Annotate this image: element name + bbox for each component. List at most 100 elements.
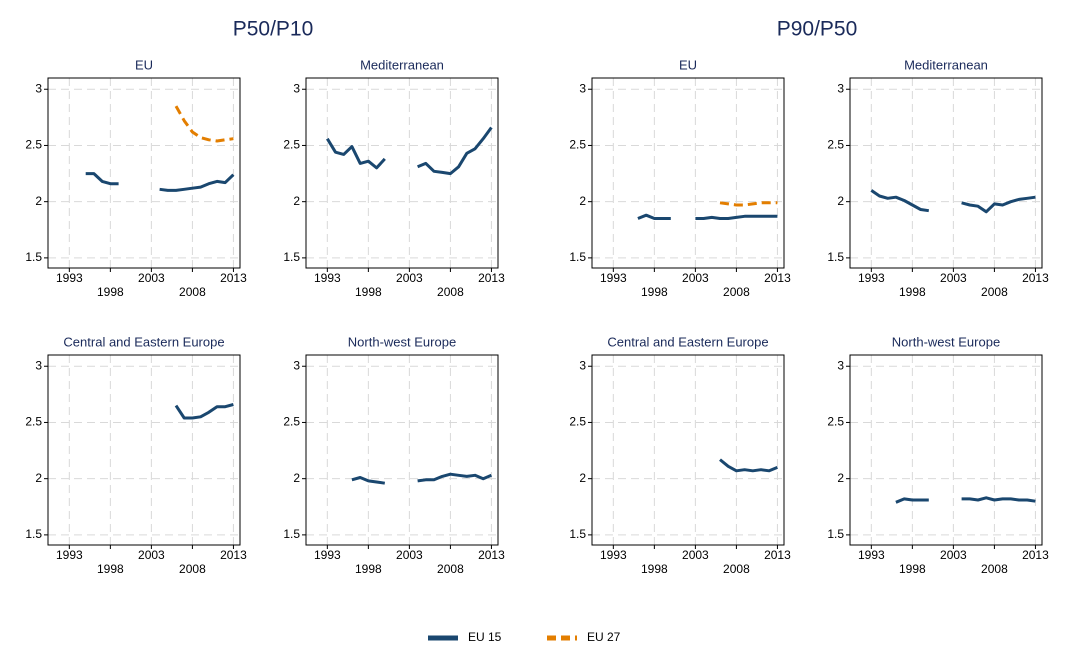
y-tick-label: 3 — [837, 81, 844, 95]
plot-frame — [47, 77, 241, 269]
series-line — [326, 126, 493, 176]
x-tick-label: 1998 — [899, 285, 926, 299]
x-tick-label: 2003 — [396, 548, 423, 562]
y-tick-label: 2 — [35, 194, 42, 208]
legend-label: EU 15 — [468, 630, 502, 644]
y-tick-label: 2.5 — [827, 415, 844, 429]
y-tick-label: 3 — [35, 358, 42, 372]
y-tick-label: 3 — [579, 358, 586, 372]
y-tick-label: 2 — [837, 471, 844, 485]
plot-frame — [849, 77, 1043, 269]
group-title: P50/P10 — [233, 18, 314, 41]
y-tick-label: 2 — [579, 194, 586, 208]
plot-frame — [591, 354, 785, 546]
x-tick-label: 2013 — [764, 271, 791, 285]
x-tick-label: 2008 — [723, 562, 750, 576]
panel-title: Mediterranean — [360, 57, 444, 72]
x-tick-label: 1993 — [858, 271, 885, 285]
x-tick-label: 2003 — [940, 548, 967, 562]
series-line — [174, 105, 234, 143]
legend-label: EU 27 — [587, 630, 621, 644]
x-tick-label: 1993 — [858, 548, 885, 562]
y-tick-label: 3 — [293, 81, 300, 95]
series-line — [351, 472, 492, 485]
y-tick-label: 1.5 — [283, 527, 300, 541]
panel-title: EU — [135, 57, 153, 72]
x-tick-label: 2008 — [437, 285, 464, 299]
y-tick-label: 1.5 — [569, 527, 586, 541]
x-tick-label: 2013 — [478, 548, 505, 562]
x-tick-label: 2003 — [138, 271, 165, 285]
y-tick-label: 1.5 — [25, 527, 42, 541]
series-line — [719, 201, 778, 207]
x-tick-label: 1998 — [355, 562, 382, 576]
y-tick-label: 2.5 — [283, 415, 300, 429]
x-tick-label: 2008 — [437, 562, 464, 576]
y-tick-label: 2 — [579, 471, 586, 485]
x-tick-label: 2008 — [981, 562, 1008, 576]
panel-title: Central and Eastern Europe — [607, 334, 768, 349]
x-tick-label: 1998 — [97, 285, 124, 299]
y-tick-label: 2 — [293, 194, 300, 208]
y-tick-label: 3 — [35, 81, 42, 95]
y-tick-label: 3 — [837, 358, 844, 372]
y-tick-label: 3 — [579, 81, 586, 95]
x-tick-label: 2003 — [682, 271, 709, 285]
y-tick-label: 2.5 — [283, 138, 300, 152]
x-tick-label: 2008 — [981, 285, 1008, 299]
series-line — [85, 172, 235, 192]
x-tick-label: 1993 — [314, 548, 341, 562]
series-line — [174, 403, 234, 420]
y-tick-label: 1.5 — [827, 250, 844, 264]
x-tick-label: 1993 — [56, 271, 83, 285]
plot-frame — [305, 354, 499, 546]
group-title: P90/P50 — [777, 18, 858, 41]
x-tick-label: 2008 — [723, 285, 750, 299]
x-tick-label: 2008 — [179, 562, 206, 576]
plot-frame — [47, 354, 241, 546]
panel-title: EU — [679, 57, 697, 72]
y-tick-label: 1.5 — [569, 250, 586, 264]
x-tick-label: 2003 — [138, 548, 165, 562]
x-tick-label: 2003 — [396, 271, 423, 285]
plot-frame — [305, 77, 499, 269]
x-tick-label: 2003 — [940, 271, 967, 285]
y-tick-label: 1.5 — [283, 250, 300, 264]
y-tick-label: 2.5 — [25, 138, 42, 152]
x-tick-label: 2013 — [220, 548, 247, 562]
series-line — [719, 458, 778, 473]
series-line — [870, 189, 1036, 214]
x-tick-label: 2013 — [220, 271, 247, 285]
y-tick-label: 1.5 — [25, 250, 42, 264]
x-tick-label: 1993 — [600, 271, 627, 285]
series-line — [637, 213, 778, 220]
x-tick-label: 1998 — [641, 562, 668, 576]
x-tick-label: 1998 — [97, 562, 124, 576]
x-tick-label: 2013 — [1022, 548, 1049, 562]
x-tick-label: 1998 — [641, 285, 668, 299]
series-line — [895, 496, 1036, 504]
x-tick-label: 2008 — [179, 285, 206, 299]
x-tick-label: 1998 — [899, 562, 926, 576]
x-tick-label: 2013 — [764, 548, 791, 562]
x-tick-label: 2003 — [682, 548, 709, 562]
y-tick-label: 2.5 — [569, 138, 586, 152]
y-tick-label: 2.5 — [25, 415, 42, 429]
panel-title: Central and Eastern Europe — [63, 334, 224, 349]
x-tick-label: 2013 — [1022, 271, 1049, 285]
y-tick-label: 2.5 — [569, 415, 586, 429]
panel-title: Mediterranean — [904, 57, 988, 72]
x-tick-label: 2013 — [478, 271, 505, 285]
plot-frame — [591, 77, 785, 269]
y-tick-label: 2 — [35, 471, 42, 485]
y-tick-label: 2 — [837, 194, 844, 208]
panel-title: North-west Europe — [348, 334, 456, 349]
plot-frame — [849, 354, 1043, 546]
x-tick-label: 1993 — [56, 548, 83, 562]
x-tick-label: 1993 — [600, 548, 627, 562]
x-tick-label: 1993 — [314, 271, 341, 285]
y-tick-label: 2 — [293, 471, 300, 485]
y-tick-label: 2.5 — [827, 138, 844, 152]
panel-title: North-west Europe — [892, 334, 1000, 349]
